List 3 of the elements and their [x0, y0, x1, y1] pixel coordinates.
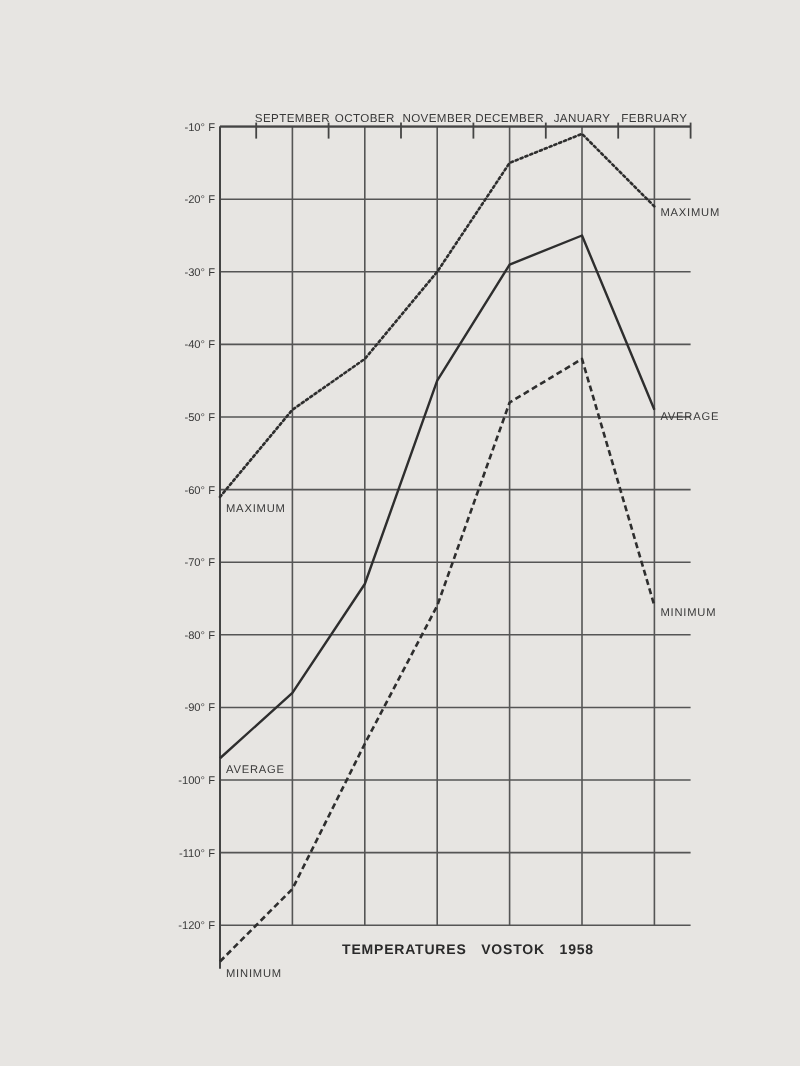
line-series — [218, 132, 656, 499]
line-series — [218, 357, 656, 963]
line-series — [218, 234, 656, 760]
